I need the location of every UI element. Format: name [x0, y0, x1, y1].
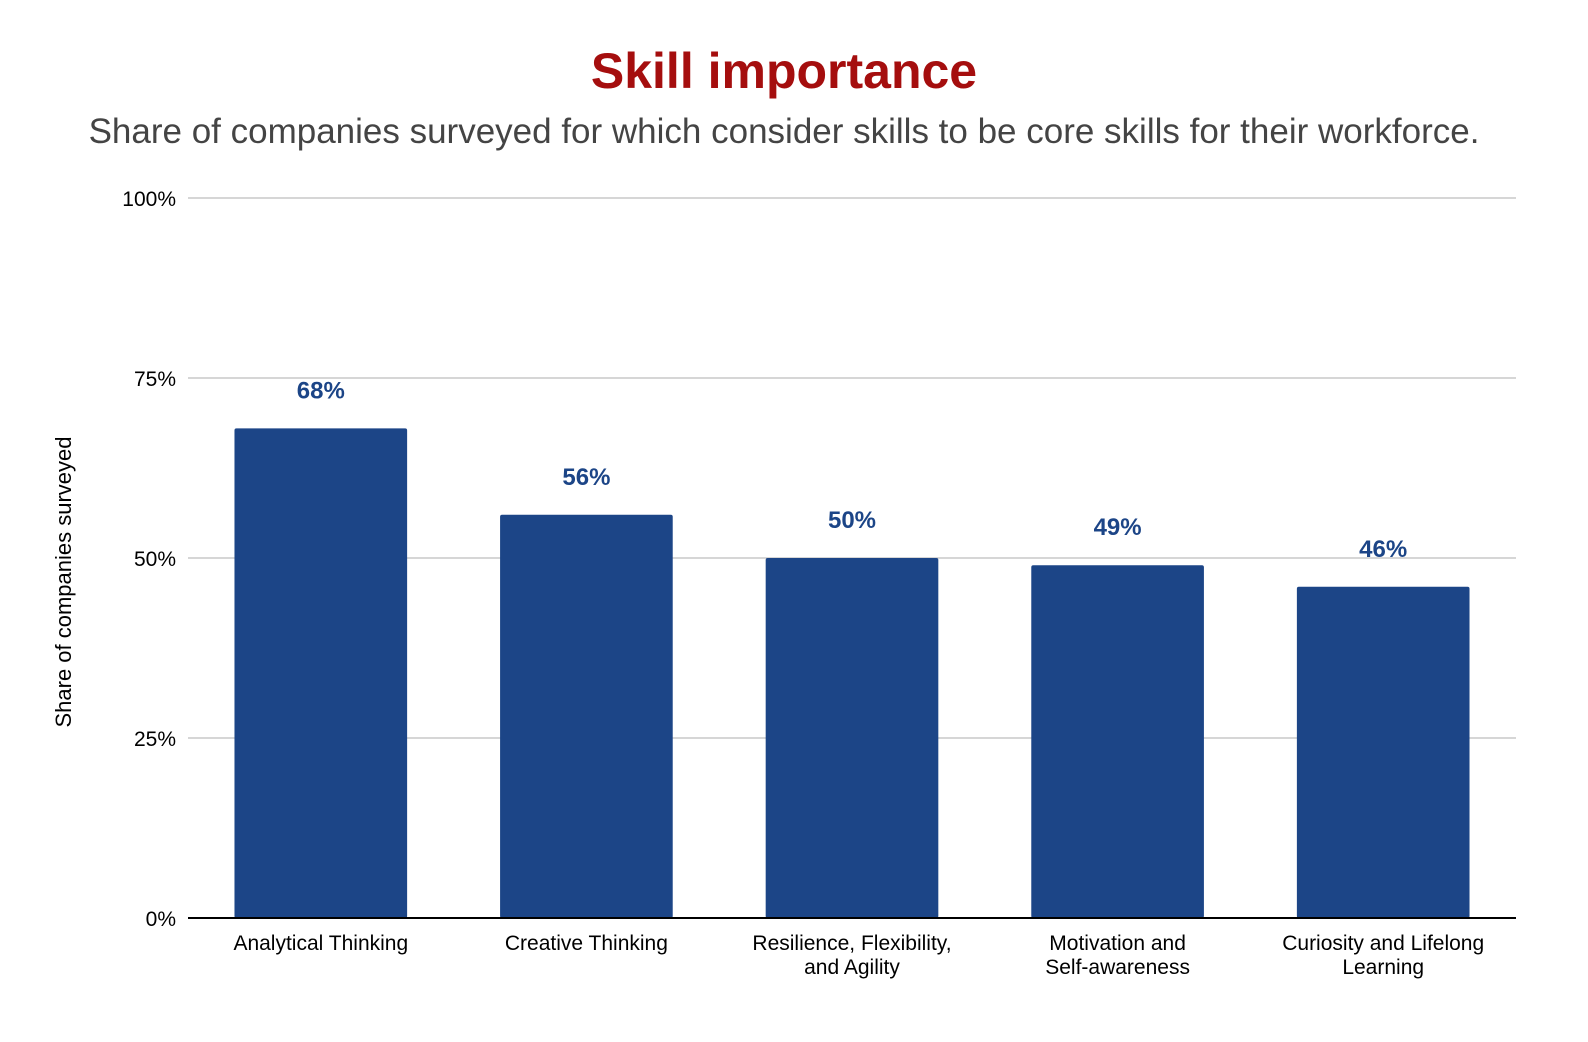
bar — [1296, 586, 1470, 918]
y-axis-ticks: 0% 25% 50% 75% 100% — [122, 188, 176, 931]
x-tick-label: Self-awareness — [1045, 956, 1190, 979]
bars — [234, 428, 1470, 918]
y-tick-label: 50% — [134, 548, 176, 571]
data-labels: 68% 56% 50% 49% 46% — [297, 377, 1407, 562]
bar — [765, 558, 939, 918]
bar — [500, 514, 673, 918]
x-tick-label: Resilience, Flexibility, — [752, 932, 951, 955]
y-tick-label: 75% — [134, 368, 176, 391]
x-axis-ticks: Analytical Thinking Creative Thinking Resi… — [233, 932, 1484, 979]
y-tick-label: 100% — [122, 188, 176, 211]
bar — [234, 428, 408, 918]
data-label: 56% — [562, 464, 610, 491]
chart-title: Skill importance — [590, 43, 978, 99]
y-axis-title: Share of companies surveyed — [51, 436, 76, 727]
x-tick-label: Creative Thinking — [505, 932, 668, 955]
data-label: 46% — [1359, 536, 1407, 563]
data-label: 68% — [297, 377, 345, 404]
y-tick-label: 25% — [134, 728, 176, 751]
x-tick-label: Curiosity and Lifelong — [1282, 932, 1484, 955]
data-label: 49% — [1094, 514, 1142, 541]
y-tick-label: 0% — [146, 908, 176, 931]
x-tick-label: Analytical Thinking — [233, 932, 408, 955]
chart-subtitle: Share of companies surveyed for which co… — [88, 112, 1480, 151]
data-label: 50% — [828, 507, 876, 534]
x-tick-label: Motivation and — [1049, 932, 1186, 955]
bar — [1031, 565, 1204, 918]
x-tick-label: and Agility — [804, 956, 900, 979]
x-tick-label: Learning — [1342, 956, 1424, 979]
